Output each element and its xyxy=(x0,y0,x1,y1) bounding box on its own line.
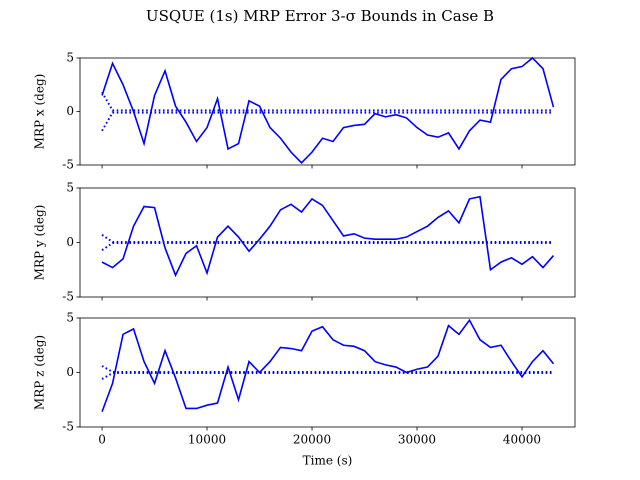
axes-frame xyxy=(79,57,576,166)
data-line xyxy=(101,195,555,278)
y-tick-label: 0 xyxy=(66,365,74,379)
chart-title: USQUE (1s) MRP Error 3-σ Bounds in Case … xyxy=(146,7,494,25)
data-line xyxy=(101,91,554,112)
y-tick-label: -5 xyxy=(62,158,74,172)
y-tick-label: 5 xyxy=(66,181,74,195)
data-line xyxy=(101,242,554,251)
x-tick-label: 30000 xyxy=(398,433,436,447)
y-tick-label: 0 xyxy=(66,235,74,249)
y-axis-label: MRP y (deg) xyxy=(33,205,47,281)
x-tick-label: 40000 xyxy=(503,433,541,447)
data-line xyxy=(101,365,554,373)
data-line xyxy=(101,372,554,380)
data-line xyxy=(101,56,555,165)
y-tick-label: 0 xyxy=(66,104,74,118)
x-tick-label: 10000 xyxy=(188,433,226,447)
data-line xyxy=(101,234,554,243)
y-tick-label: 5 xyxy=(66,51,74,65)
x-tick-label: 20000 xyxy=(293,433,331,447)
x-tick-label: 0 xyxy=(98,433,106,447)
y-tick-label: -5 xyxy=(62,420,74,434)
x-axis-label: Time (s) xyxy=(303,454,353,468)
data-line xyxy=(101,111,554,132)
y-tick-label: -5 xyxy=(62,290,74,304)
y-axis-label: MRP z (deg) xyxy=(33,335,47,410)
y-axis-label: MRP x (deg) xyxy=(33,74,47,150)
data-line xyxy=(101,318,555,413)
y-tick-label: 5 xyxy=(66,311,74,325)
